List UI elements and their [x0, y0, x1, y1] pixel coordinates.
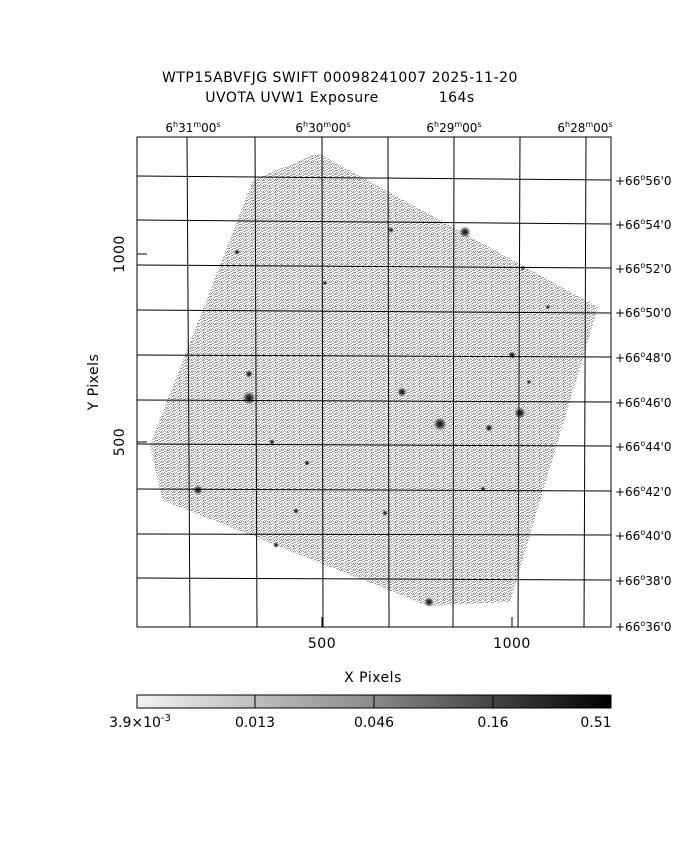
x-tick-label: 1000 [493, 636, 531, 652]
ra-tick-label: 6h30m00s [295, 120, 350, 135]
colorbar-label-min: 3.9×10-3 [109, 713, 171, 731]
ra-tick-label: 6h29m00s [426, 120, 481, 135]
ra-tick-label: 6h28m00s [557, 120, 612, 135]
plot-frame [136, 136, 612, 628]
dec-tick-label: +66o36'0 [615, 619, 671, 634]
dec-grid-lines [136, 175, 612, 581]
colorbar-label: 0.013 [235, 715, 275, 731]
colorbar-label: 0.046 [354, 715, 394, 731]
dec-tick-label: +66o42'0 [615, 484, 671, 499]
colorbar-ticks [254, 695, 494, 708]
instrument-filter-label: UVOTA UVW1 Exposure [205, 90, 379, 106]
y-tick-label: 500 [112, 428, 128, 456]
dec-tick-label: +66o52'0 [615, 261, 671, 276]
dec-tick-labels: +66o56'0 +66o54'0 +66o52'0 +66o50'0 +66o… [615, 173, 671, 634]
exposure-time: 164s [438, 90, 475, 106]
dec-tick-label: +66o46'0 [615, 395, 671, 410]
dec-tick-label: +66o38'0 [615, 573, 671, 588]
ra-tick-label: 6h31m00s [165, 120, 220, 135]
pixel-axis-ticks [137, 253, 513, 627]
dec-tick-label: +66o48'0 [615, 350, 671, 365]
x-axis-title: X Pixels [344, 670, 402, 686]
dec-tick-label: +66o50'0 [615, 305, 671, 320]
ra-grid-lines [186, 136, 587, 628]
image-title: WTP15ABVFJG SWIFT 00098241007 2025-11-20 [162, 70, 518, 86]
y-axis-title: Y Pixels [86, 354, 102, 412]
image-subtitle: UVOTA UVW1 Exposure 164s [0, 90, 680, 106]
colorbar-label-max: 0.51 [580, 715, 611, 731]
dec-tick-label: +66o54'0 [615, 217, 671, 232]
y-tick-label: 1000 [112, 235, 128, 273]
dec-tick-label: +66o40'0 [615, 528, 671, 543]
colorbar-label: 0.16 [477, 715, 508, 731]
x-tick-label: 500 [308, 636, 336, 652]
point-sources [193, 226, 551, 607]
dec-tick-label: +66o56'0 [615, 173, 671, 188]
dec-tick-label: +66o44'0 [615, 439, 671, 454]
